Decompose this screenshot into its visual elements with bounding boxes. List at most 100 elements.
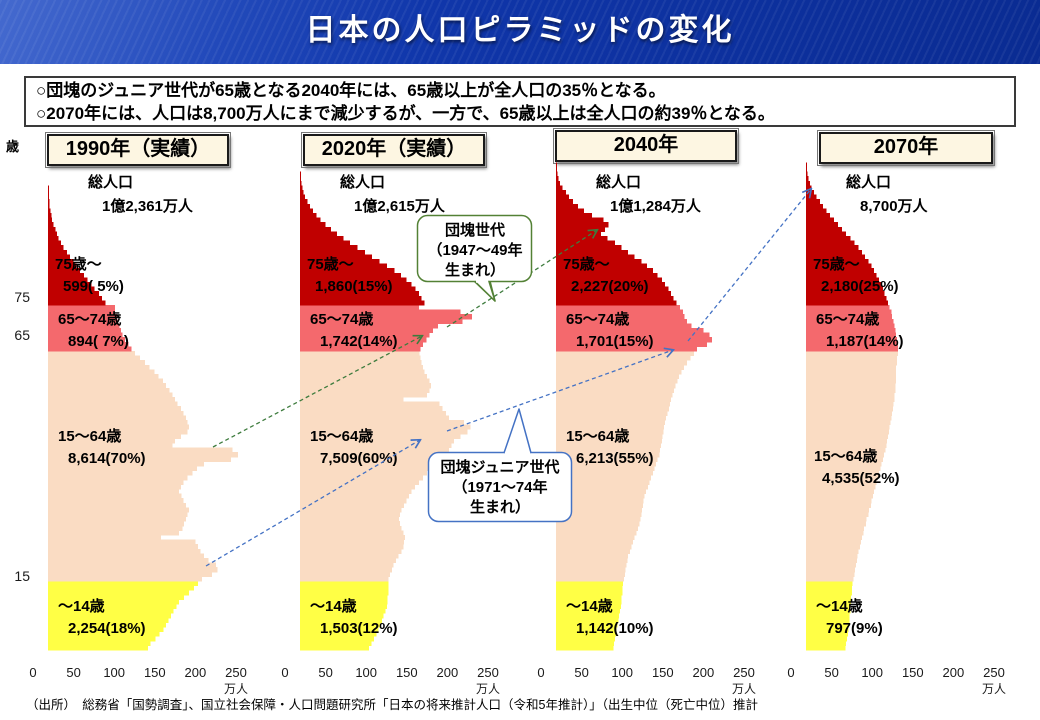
age-bar [48,452,239,458]
age-bar [806,558,857,564]
age-bar [556,190,566,196]
age-bar [806,332,897,338]
age-bar [300,576,389,582]
total-population-label-value: 1億2,615万人 [354,198,445,215]
age-bar [806,194,817,200]
age-bar [48,645,148,651]
age-bar [300,383,432,389]
age-bar [806,631,848,637]
total-population-label-title: 総人口 [596,174,642,191]
age-group-label-value: 599( 5%) [63,278,124,295]
age-bar [48,185,49,191]
age-group-label-value: 2,254(18%) [68,620,146,637]
x-axis-unit: 万人 [731,682,756,696]
age-bar [806,378,897,384]
age-bar [556,282,666,288]
age-bar [556,406,670,412]
age-bar [300,548,402,554]
age-bar [806,190,815,196]
age-bar [300,401,440,407]
age-bar [48,585,194,591]
age-bar [300,282,412,288]
age-bar [300,277,407,283]
age-bar [48,231,57,237]
age-bar [556,226,606,232]
age-bar [48,397,176,403]
age-bar [300,553,399,559]
age-bar [556,240,615,246]
age-bar [300,387,430,393]
age-bar [300,213,317,219]
age-bar [300,236,344,242]
x-tick-100: 100 [355,665,378,680]
pyramid-2040: 0 50 100 150 200 250 万人 総人口 1億1,284万人 75歳～ 2,227(2… [536,160,786,708]
junior-callout-line2: （1971～74年 [452,479,548,496]
age-bar [806,484,876,490]
age-bar [556,461,656,467]
age-bar [48,636,156,642]
age-bar [48,539,196,545]
age-bar [556,558,628,564]
age-bar [556,346,697,352]
age-bar [300,521,400,527]
age-bar [556,332,710,338]
x-axis-unit: 万人 [223,682,248,696]
age-bar [48,387,170,393]
age-bar [806,249,862,255]
age-bar [556,613,620,619]
total-population-label-value: 1億1,284万人 [610,198,701,215]
age-bar [806,397,895,403]
age-bar [806,300,888,306]
age-bar [48,604,177,610]
age-bar [48,213,52,219]
age-bar [300,374,428,380]
x-tick-250: 250 [225,665,247,680]
age-bar [48,277,88,283]
age-bar [806,475,879,481]
age-bar [556,231,602,237]
age-bar [806,590,852,596]
x-tick-150: 150 [651,665,674,680]
age-bar [556,456,658,462]
age-bar [300,314,473,320]
age-bar [556,502,643,508]
age-bar [806,443,887,449]
age-bar [300,286,416,292]
age-bar [556,433,663,439]
summary-line-1: ○団塊のジュニア世代が65歳となる2040年には、65歳以上が全人口の35％とな… [36,81,666,100]
age-bar [300,318,463,324]
age-bar [300,231,337,237]
age-bar [806,208,827,214]
age-bar [806,167,807,173]
age-bar [48,383,167,389]
pyramid-bars-1990年（実績） [48,185,239,651]
age-bar [48,470,193,476]
age-bar [300,567,392,573]
y-tick-15: 15 [14,568,30,584]
age-bar [806,203,824,209]
age-bar [48,581,199,587]
age-bar [556,622,618,628]
age-group-label-value: 1,503(12%) [320,620,398,637]
age-bar [300,203,310,209]
age-bar [48,259,74,265]
age-bar [48,576,203,582]
x-tick-200: 200 [436,665,459,680]
age-bar [806,277,879,283]
age-bar [806,309,892,315]
age-bar [556,217,604,223]
age-bar [300,498,407,504]
age-bar [556,208,584,214]
age-bar [556,318,688,324]
x-tick-100: 100 [611,665,634,680]
age-bar [300,627,379,633]
age-bar [300,208,314,214]
age-bar [556,640,615,646]
age-bar [300,475,423,481]
age-bar [48,341,129,347]
age-bar [300,599,388,605]
age-bar [300,507,402,513]
age-bar [300,493,410,499]
age-bar [300,254,373,260]
age-bar [556,259,642,265]
